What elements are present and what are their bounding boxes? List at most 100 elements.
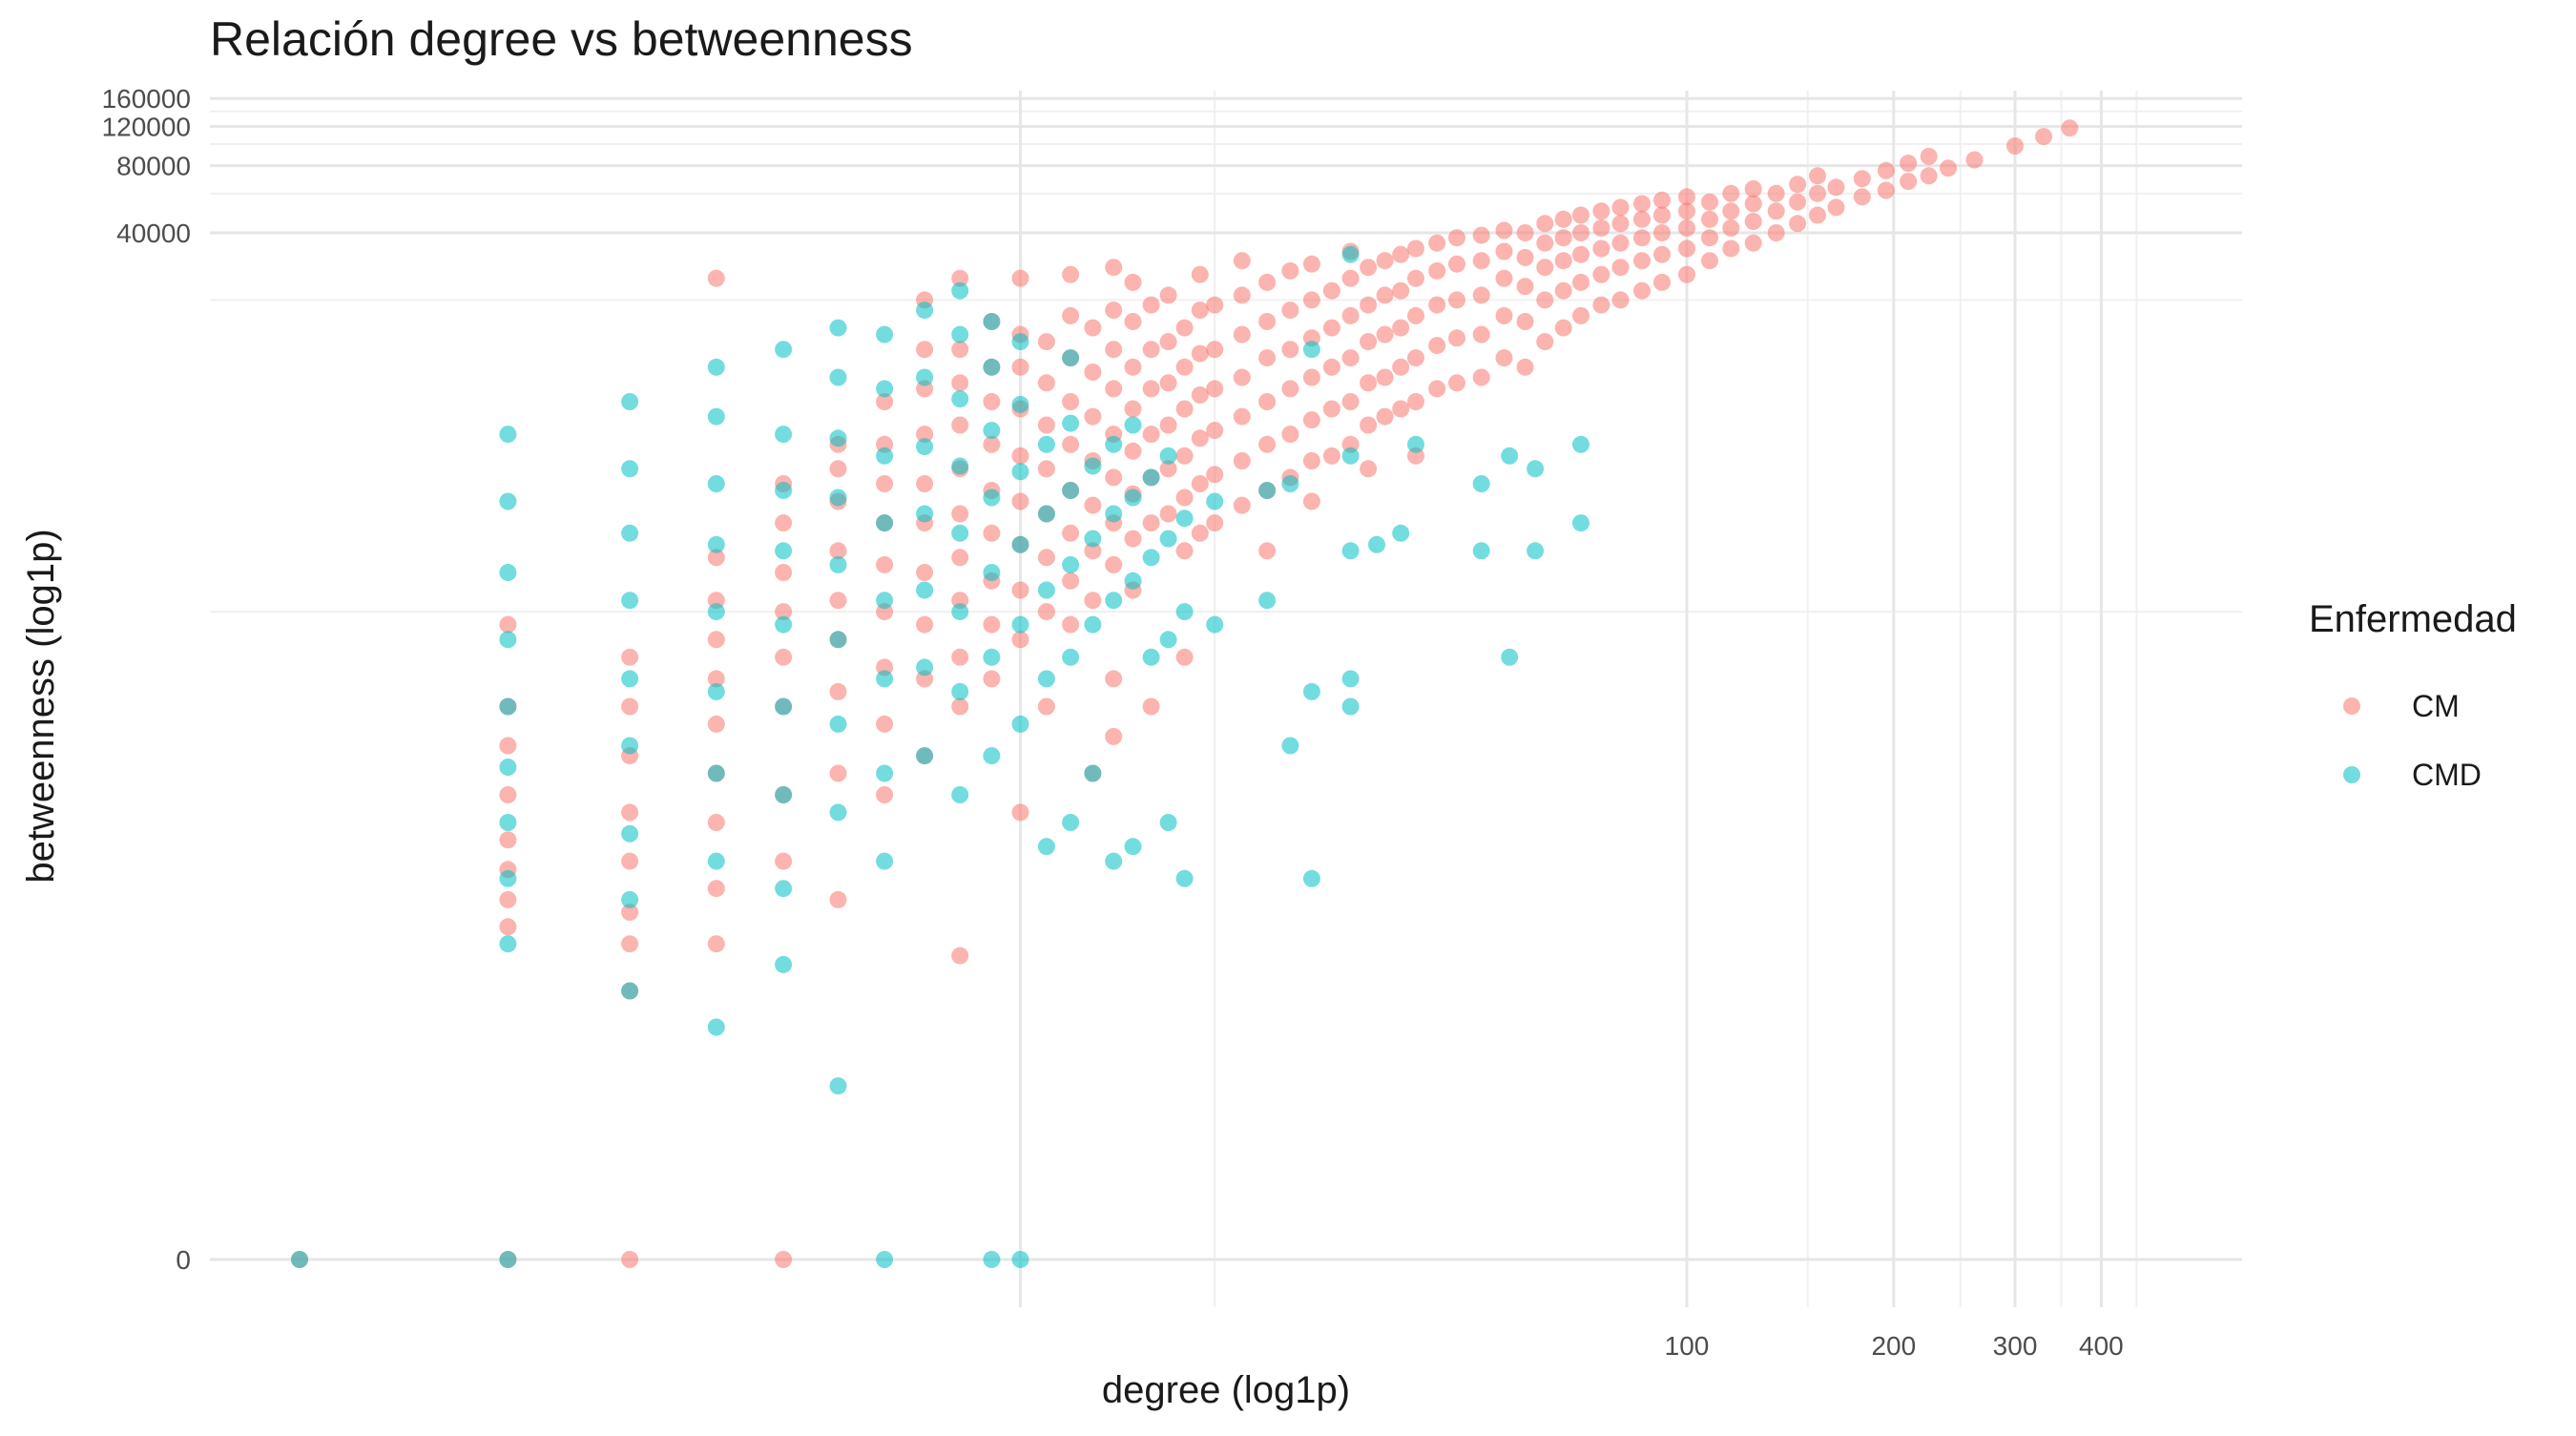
data-point [916,368,934,386]
data-point [1428,296,1446,314]
data-point [1678,202,1695,220]
data-point [1191,429,1209,447]
data-point [1633,229,1651,247]
data-point [983,435,1001,453]
data-point [1233,452,1251,469]
data-point [1501,447,1519,465]
data-point [1105,435,1123,453]
data-point [775,648,793,666]
data-point [1258,482,1277,499]
data-point [621,982,639,1000]
data-point [951,786,969,803]
data-point [1281,737,1299,755]
data-point [1124,400,1142,418]
data-point [916,505,934,523]
data-point [951,341,969,359]
legend: Enfermedad CM CMD [2309,598,2517,792]
data-point [1722,239,1740,258]
data-point [829,460,847,478]
data-point [1011,463,1029,481]
data-point [1062,414,1080,432]
data-point [1592,239,1610,258]
legend-item-cm: CM [2343,689,2460,723]
data-point [1084,530,1102,548]
legend-swatch [2343,697,2360,715]
x-tick-label: 300 [1993,1331,2038,1361]
data-point [499,890,517,908]
data-point [1392,281,1410,300]
data-point [621,460,639,478]
data-point [499,814,517,831]
data-point [1611,198,1630,217]
data-point [1191,302,1209,320]
data-point [775,1251,793,1268]
data-point [1495,306,1513,324]
data-point [499,759,517,776]
data-point [1744,195,1762,213]
data-point [1233,286,1251,304]
data-point [1105,592,1123,610]
data-point [1084,615,1102,634]
data-point [1633,252,1651,270]
data-point [499,869,517,887]
data-point [1322,358,1340,376]
data-point [1701,210,1718,228]
data-point [1554,281,1572,300]
data-point [876,852,894,870]
data-point [1191,344,1209,363]
legend-label: CMD [2412,758,2482,792]
legend-items: CM CMD [2343,689,2482,792]
data-point [1124,530,1142,548]
data-point [916,426,934,444]
data-point [1084,407,1102,426]
data-point [1392,319,1410,337]
data-point [707,852,725,870]
data-point [1206,422,1224,440]
data-point [983,358,1001,376]
data-point [1448,229,1465,247]
data-point [1258,592,1277,610]
data-point [1037,581,1055,599]
data-point [1159,286,1177,304]
data-point [829,542,847,560]
data-point [1611,259,1630,277]
data-point [1900,173,1918,191]
data-point [1392,245,1410,263]
data-point [621,904,639,922]
legend-label: CM [2412,689,2460,723]
data-point [983,393,1001,410]
data-point [876,475,894,492]
data-point [1592,265,1610,283]
data-point [876,447,894,465]
data-point [876,325,894,343]
data-point [951,390,969,408]
data-point [707,670,725,688]
data-point [1105,727,1123,745]
data-point [1611,291,1630,309]
data-point [1495,269,1513,287]
data-point [951,524,969,542]
data-point [1062,482,1080,499]
data-point [951,374,969,392]
data-point [1322,400,1340,418]
data-point [1633,195,1651,213]
data-point [1037,333,1055,351]
data-point [1940,159,1957,177]
data-point [876,670,894,688]
data-point [983,648,1001,666]
data-point [499,697,517,716]
data-point [876,514,894,532]
data-point [775,603,793,621]
data-point [1360,374,1378,392]
data-point [1653,245,1671,263]
data-point [1516,248,1534,266]
data-point [1062,265,1080,283]
data-point [1322,319,1340,337]
data-point [1472,325,1490,343]
data-point [1142,514,1160,532]
data-point [1701,252,1718,270]
data-point [1124,416,1142,434]
data-point [621,935,639,953]
data-point [1084,319,1102,337]
